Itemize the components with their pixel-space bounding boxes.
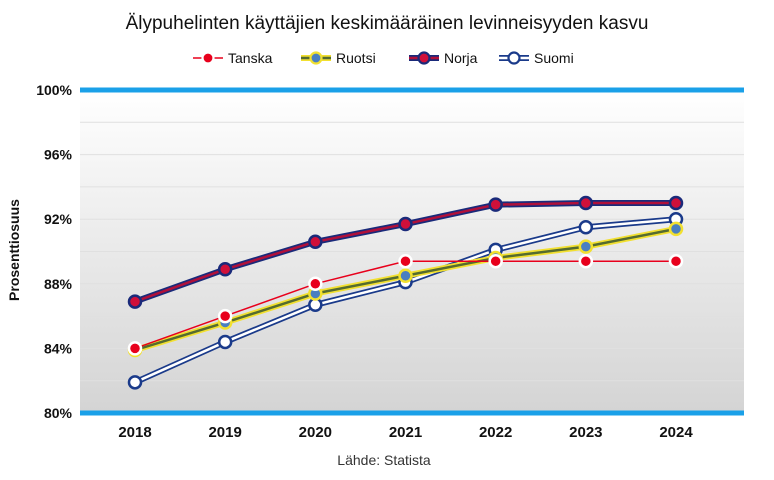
source-note: Lähde: Statista [337, 452, 431, 468]
boundary-lines [80, 87, 744, 416]
y-tick-label: 88% [44, 276, 73, 292]
legend-marker [507, 51, 521, 65]
legend-label: Tanska [228, 50, 273, 66]
x-tick-label: 2020 [299, 424, 332, 441]
y-tick-label: 100% [36, 82, 72, 98]
data-point [308, 276, 323, 292]
legend-item-suomi: Suomi [499, 50, 574, 66]
y-axis-ticks: 80% 84% 88% 92% 96% 100% [36, 82, 72, 421]
data-point [217, 334, 233, 350]
legend-label: Norja [444, 50, 478, 66]
series-layer [127, 195, 684, 390]
data-point [217, 308, 233, 324]
legend-label: Ruotsi [336, 50, 376, 66]
data-point [398, 216, 413, 232]
x-tick-label: 2018 [118, 424, 151, 441]
data-point [668, 221, 684, 237]
legend-marker [417, 51, 431, 65]
x-tick-label: 2021 [389, 424, 422, 441]
legend-label: Suomi [534, 50, 574, 66]
data-point [127, 341, 143, 356]
legend-item-ruotsi: Ruotsi [301, 50, 376, 66]
legend-marker [309, 51, 323, 65]
data-point [488, 197, 503, 212]
x-tick-label: 2019 [208, 424, 241, 441]
data-point [578, 195, 594, 211]
data-point [578, 239, 594, 254]
series-norja [127, 195, 684, 309]
data-point [398, 253, 413, 269]
y-tick-label: 80% [44, 405, 73, 421]
x-tick-label: 2023 [569, 424, 602, 441]
data-point [488, 253, 503, 269]
legend-item-norja: Norja [409, 50, 478, 66]
series-tanska [127, 253, 684, 356]
data-point [578, 220, 594, 235]
data-point [308, 234, 323, 250]
legend-marker [201, 51, 215, 65]
y-tick-label: 92% [44, 211, 73, 227]
x-tick-label: 2022 [479, 424, 512, 441]
data-point [668, 253, 684, 269]
chart-title: Älypuhelinten käyttäjien keskimääräinen … [126, 13, 649, 34]
y-tick-label: 84% [44, 340, 73, 356]
data-point [127, 375, 143, 390]
y-tick-label: 96% [44, 147, 73, 163]
data-point [578, 253, 594, 269]
data-point [127, 294, 143, 309]
x-axis-ticks: 2018 2019 2020 2021 2022 2023 2024 [118, 424, 693, 441]
legend-item-tanska: Tanska [193, 50, 273, 66]
data-point [668, 195, 684, 211]
y-axis-label: Prosenttiosuus [6, 199, 22, 301]
data-point [398, 268, 413, 283]
data-point [217, 262, 233, 277]
legend: Tanska Ruotsi Norja Suomi [193, 50, 574, 66]
x-tick-label: 2024 [659, 424, 693, 441]
